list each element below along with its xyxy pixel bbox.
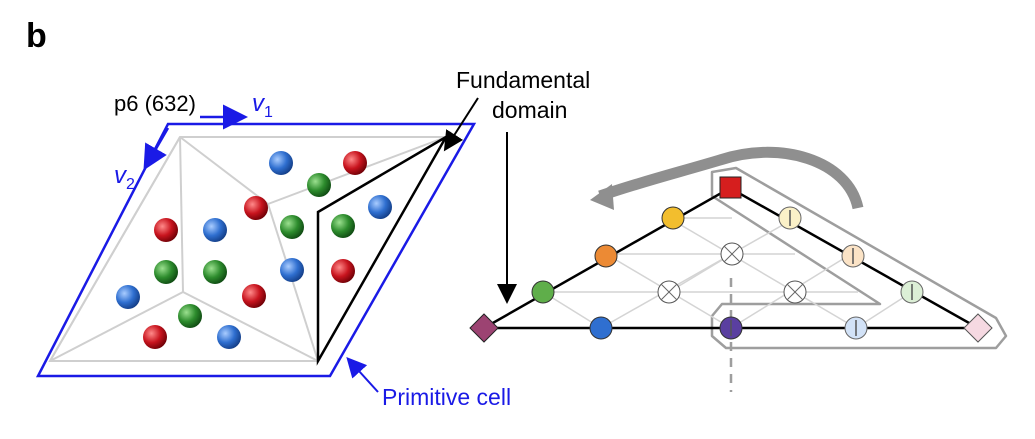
ball-blue [116, 285, 140, 309]
vertex-square-top [719, 176, 742, 199]
primitive-cell-outline [35, 122, 477, 378]
vertex-diamond-left [469, 313, 499, 343]
ball-green [203, 260, 227, 284]
ball-green [154, 260, 178, 284]
ball-green [307, 173, 331, 197]
vertex-diamond-right [963, 313, 993, 343]
node-green [531, 280, 555, 304]
highlight-outline [710, 166, 1008, 350]
v2-label: v2 [114, 162, 135, 193]
ball-green [331, 214, 355, 238]
empty-node-crosses [660, 245, 804, 301]
fundamental-arrow-left [443, 97, 479, 152]
left-edge-nodes [531, 206, 743, 340]
rotation-arrow-head [590, 184, 614, 210]
ball-blue [269, 151, 293, 175]
ball-blue [280, 258, 304, 282]
primitive-cell-arrow [346, 357, 379, 393]
ball-blue [203, 218, 227, 242]
ball-red [331, 259, 355, 283]
ball-red [143, 325, 167, 349]
rotation-arrow [598, 146, 864, 210]
node-blue [589, 316, 613, 340]
fundamental-label-line1: Fundamental [456, 67, 590, 93]
node-orange [594, 244, 618, 268]
ball-red [343, 151, 367, 175]
fundamental-domain-triangle [316, 133, 450, 366]
fundamental-label-line2: domain [492, 97, 567, 123]
motif-balls [116, 151, 392, 349]
v2-arrow [143, 127, 170, 171]
panel-label: b [26, 17, 47, 55]
triangle-grid [542, 217, 913, 329]
node-yellow [661, 206, 685, 230]
primitive-cell-label: Primitive cell [382, 384, 511, 410]
ball-green [178, 304, 202, 328]
ball-green [280, 215, 304, 239]
ball-red [154, 218, 178, 242]
ball-red [242, 284, 266, 308]
ball-blue [217, 325, 241, 349]
v1-label: v1 [252, 90, 273, 121]
ball-blue [368, 195, 392, 219]
group-label: p6 (632) [114, 91, 196, 116]
ball-red [244, 196, 268, 220]
mirror-ticks [730, 210, 913, 336]
